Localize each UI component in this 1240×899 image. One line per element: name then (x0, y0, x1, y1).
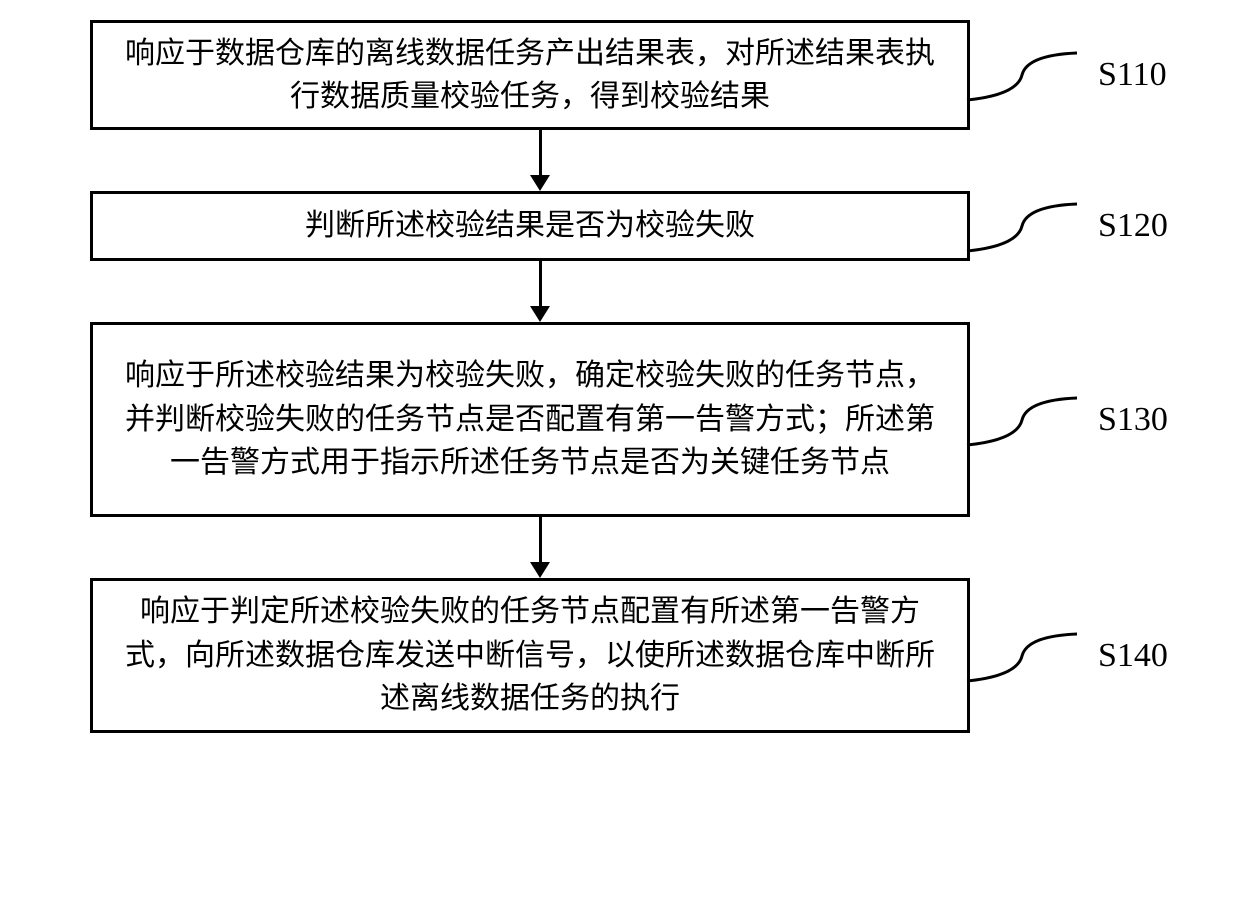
arrow-head-icon (530, 306, 550, 322)
flowchart-step-label-s120: S120 (1098, 207, 1168, 245)
connector-curve-s120 (962, 196, 1082, 256)
connector-curve-s130 (962, 390, 1082, 450)
flowchart-box-s110: 响应于数据仓库的离线数据任务产出结果表，对所述结果表执行数据质量校验任务，得到校… (90, 20, 970, 130)
flowchart-step-label-s140: S140 (1098, 637, 1168, 675)
flowchart-box-text: 响应于判定所述校验失败的任务节点配置有所述第一告警方式，向所述数据仓库发送中断信… (111, 590, 949, 721)
flowchart-row-s140: 响应于判定所述校验失败的任务节点配置有所述第一告警方式，向所述数据仓库发送中断信… (20, 578, 1220, 733)
flowchart-row-s110: 响应于数据仓库的离线数据任务产出结果表，对所述结果表执行数据质量校验任务，得到校… (20, 20, 1220, 130)
flowchart-row-s130: 响应于所述校验结果为校验失败，确定校验失败的任务节点，并判断校验失败的任务节点是… (20, 322, 1220, 517)
arrow-line (539, 517, 542, 562)
flowchart-box-s140: 响应于判定所述校验失败的任务节点配置有所述第一告警方式，向所述数据仓库发送中断信… (90, 578, 970, 733)
arrow-line (539, 130, 542, 175)
arrow-line (539, 261, 542, 306)
arrow-head-icon (530, 562, 550, 578)
flowchart-container: 响应于数据仓库的离线数据任务产出结果表，对所述结果表执行数据质量校验任务，得到校… (20, 20, 1220, 733)
flowchart-arrow-s120-s130 (530, 261, 550, 322)
flowchart-box-text: 判断所述校验结果是否为校验失败 (305, 204, 755, 248)
flowchart-box-text: 响应于数据仓库的离线数据任务产出结果表，对所述结果表执行数据质量校验任务，得到校… (111, 32, 949, 119)
flowchart-step-label-s130: S130 (1098, 401, 1168, 439)
flowchart-row-s120: 判断所述校验结果是否为校验失败 S120 (20, 191, 1220, 261)
arrow-head-icon (530, 175, 550, 191)
flowchart-arrow-s130-s140 (530, 517, 550, 578)
flowchart-step-label-s110: S110 (1098, 56, 1167, 94)
connector-curve-s140 (962, 626, 1082, 686)
flowchart-box-s130: 响应于所述校验结果为校验失败，确定校验失败的任务节点，并判断校验失败的任务节点是… (90, 322, 970, 517)
flowchart-box-s120: 判断所述校验结果是否为校验失败 (90, 191, 970, 261)
flowchart-arrow-s110-s120 (530, 130, 550, 191)
connector-curve-s110 (962, 45, 1082, 105)
flowchart-box-text: 响应于所述校验结果为校验失败，确定校验失败的任务节点，并判断校验失败的任务节点是… (111, 354, 949, 485)
